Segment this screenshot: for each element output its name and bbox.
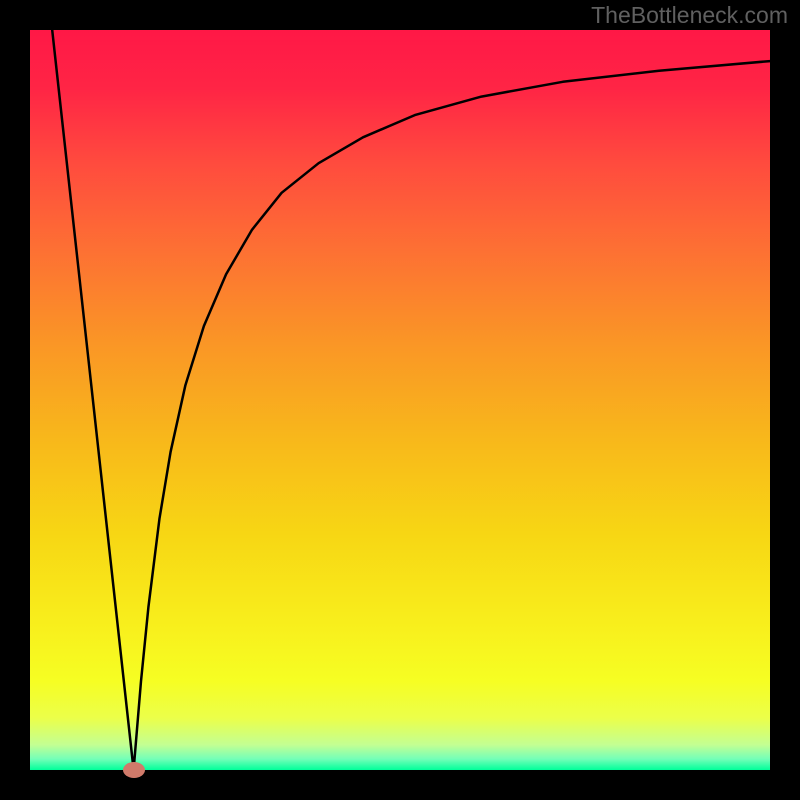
watermark-text: TheBottleneck.com: [591, 2, 788, 29]
min-marker: [123, 762, 145, 778]
chart-container: TheBottleneck.com: [0, 0, 800, 800]
gradient-background: [30, 30, 770, 770]
plot-area: [30, 30, 770, 770]
